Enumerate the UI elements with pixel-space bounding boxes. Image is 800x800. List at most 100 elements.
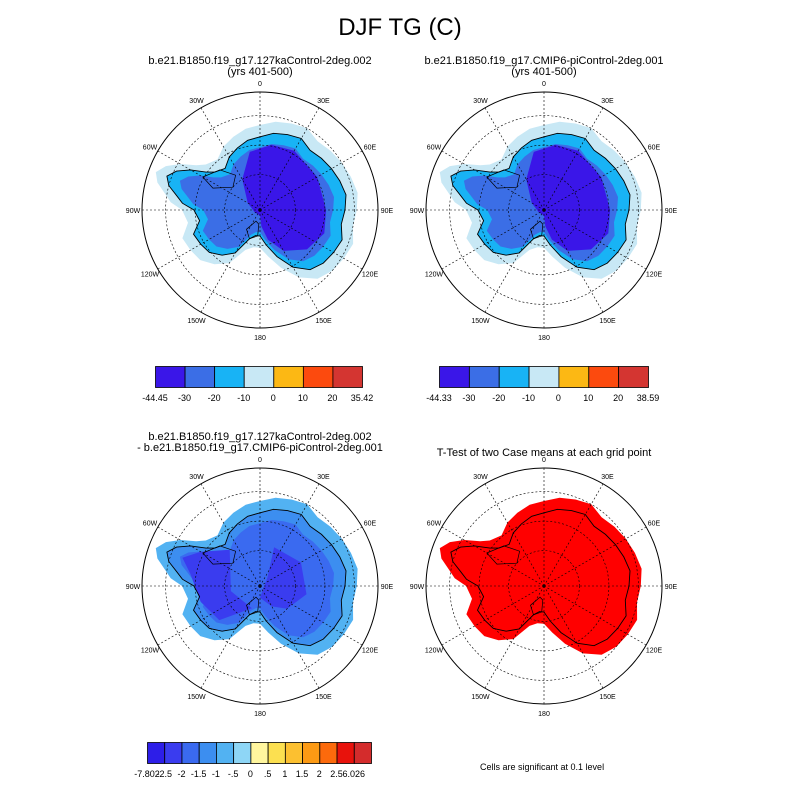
longitude-label: 60W [143, 145, 158, 152]
longitude-label: 60W [427, 145, 442, 152]
longitude-label: 90W [126, 208, 141, 215]
latitude-gridline [165, 115, 355, 305]
colorbar-swatch [147, 742, 166, 764]
data-region-diff-east [260, 547, 307, 609]
colorbar-swatch [164, 742, 183, 764]
longitude-label: 120W [425, 272, 444, 279]
latitude-gridline [165, 491, 355, 681]
longitude-label: 60E [648, 521, 661, 528]
data-region-coldest [526, 144, 611, 251]
colorbar-tick-label: -30 [462, 393, 476, 403]
longitude-label: 60W [427, 521, 442, 528]
map-2-svg: 0 30E 60E 90E 120E 150E 180 150W 120W 90W 60W 30W [410, 81, 678, 342]
latitude-gridline [508, 174, 580, 246]
panel2-title-line1: b.e21.B1850.f19_g17.CMIP6-piControl-2deg… [424, 55, 664, 67]
longitude-label: 150W [187, 318, 206, 325]
longitude-label: 120E [362, 648, 379, 655]
longitude-label: 0 [258, 81, 262, 88]
longitude-label: 0 [542, 457, 546, 464]
latitude-gridline [508, 550, 580, 622]
longitude-label: 60E [364, 521, 377, 528]
colorbar-swatch [336, 742, 355, 764]
colorbar-swatch [273, 366, 304, 388]
colorbar-tick-label: 6.026 [342, 769, 366, 779]
ice-shelf-ronne [486, 169, 521, 189]
colorbar-tick-label: -2.5 [156, 769, 172, 779]
map-3-svg: 0 30E 60E 90E 120E 150E 180 150W 120W 90W 60W 30W [126, 457, 394, 718]
colorbar-swatch [214, 366, 245, 388]
longitude-label: 150W [471, 318, 490, 325]
longitude-label: 150E [599, 318, 616, 325]
longitude-label: 180 [254, 711, 266, 718]
panel4-title-line1: T-Test of two Case means at each grid po… [436, 447, 652, 459]
longitude-label: 60E [648, 145, 661, 152]
longitude-label: 0 [542, 81, 546, 88]
longitude-label: 150W [187, 694, 206, 701]
data-region-diff-west [182, 549, 252, 621]
map-panel-3: 0 30E 60E 90E 120E 150E 180 150W 120W 90W 60W 30W [120, 456, 400, 731]
colorbar-swatch [353, 742, 372, 764]
colorbar-swatch [216, 742, 235, 764]
colorbar-swatches [147, 742, 372, 764]
longitude-label: 120W [425, 648, 444, 655]
colorbar-swatch [250, 742, 269, 764]
panel1-title-line2: (yrs 401-500) [227, 66, 293, 78]
colorbar-swatches [155, 366, 363, 388]
colorbar-tick-label: -10 [237, 393, 251, 403]
longitude-label: 30E [317, 474, 330, 481]
longitude-label: 30E [601, 98, 614, 105]
colorbar-tick-label: 2.5 [330, 769, 343, 779]
colorbar-swatches [439, 366, 649, 388]
significance-region [439, 497, 642, 655]
colorbar-tick-label: -1.5 [190, 769, 207, 779]
colorbar-tick-label: -20 [207, 393, 221, 403]
map-boundary [141, 91, 379, 329]
colorbar-tick-label: .5 [263, 769, 272, 779]
panel2-title-line2: (yrs 401-500) [511, 66, 577, 78]
longitude-label: 180 [254, 335, 266, 342]
latitude-gridline [449, 491, 639, 681]
colorbar-tick-label: 35.42 [350, 393, 374, 403]
colorbar-swatch [558, 366, 590, 388]
longitude-label: 90E [381, 584, 394, 591]
colorbar-swatch [468, 366, 500, 388]
map-panel-4: 0 30E 60E 90E 120E 150E 180 150W 120W 90W 60W 30W [404, 456, 684, 731]
longitude-label: 180 [538, 335, 550, 342]
colorbar-tick-label: 1 [282, 769, 288, 779]
colorbar-tick-label: -44.33 [426, 393, 452, 403]
colorbar-tick-label: -1 [211, 769, 220, 779]
data-region-coldest [242, 144, 327, 251]
longitude-label: 60E [364, 145, 377, 152]
colorbar-swatch [528, 366, 560, 388]
colorbar-tick-label: 0 [555, 393, 561, 403]
ice-shelf-ronne [486, 545, 521, 565]
panel3-title: b.e21.B1850.f19_g17.127kaControl-2deg.00… [100, 432, 420, 454]
colorbar-swatch [588, 366, 620, 388]
longitude-label: 90E [381, 208, 394, 215]
colorbar-tick-label: 1.5 [295, 769, 309, 779]
longitude-label: 120W [141, 272, 160, 279]
colorbar-swatch [184, 366, 216, 388]
colorbar-swatch [284, 742, 303, 764]
colorbar-swatch [439, 366, 470, 388]
colorbar-swatch [155, 366, 186, 388]
panel4-title: T-Test of two Case means at each grid po… [384, 448, 704, 459]
longitude-label: 150E [599, 694, 616, 701]
map-boundary [425, 467, 663, 705]
longitude-label: 30W [473, 474, 488, 481]
colorbar-tick-label: 0 [270, 393, 276, 403]
map-4-svg: 0 30E 60E 90E 120E 150E 180 150W 120W 90W 60W 30W [410, 457, 678, 718]
longitude-label: 180 [538, 711, 550, 718]
colorbar-tick-label: 10 [583, 393, 594, 403]
latitude-gridline [224, 174, 296, 246]
longitude-label: 120E [646, 272, 663, 279]
colorbar-3: -7.802 -2.5 -2 -1.5 -1 -.5 0 .5 1 1.5 2 2.5 6.026 [134, 742, 372, 779]
latitude-gridline [224, 550, 296, 622]
ice-shelf-ronne [202, 169, 237, 189]
longitude-label: 90W [410, 208, 425, 215]
map-panel-2: 0 30E 60E 90E 120E 150E 180 150W 120W 90W 60W 30W [404, 80, 684, 355]
colorbar-tick-label: -30 [178, 393, 192, 403]
colorbar-swatch [332, 366, 363, 388]
significance-note: Cells are significant at 0.1 level [480, 762, 605, 772]
colorbar-tick-label: 2 [316, 769, 322, 779]
